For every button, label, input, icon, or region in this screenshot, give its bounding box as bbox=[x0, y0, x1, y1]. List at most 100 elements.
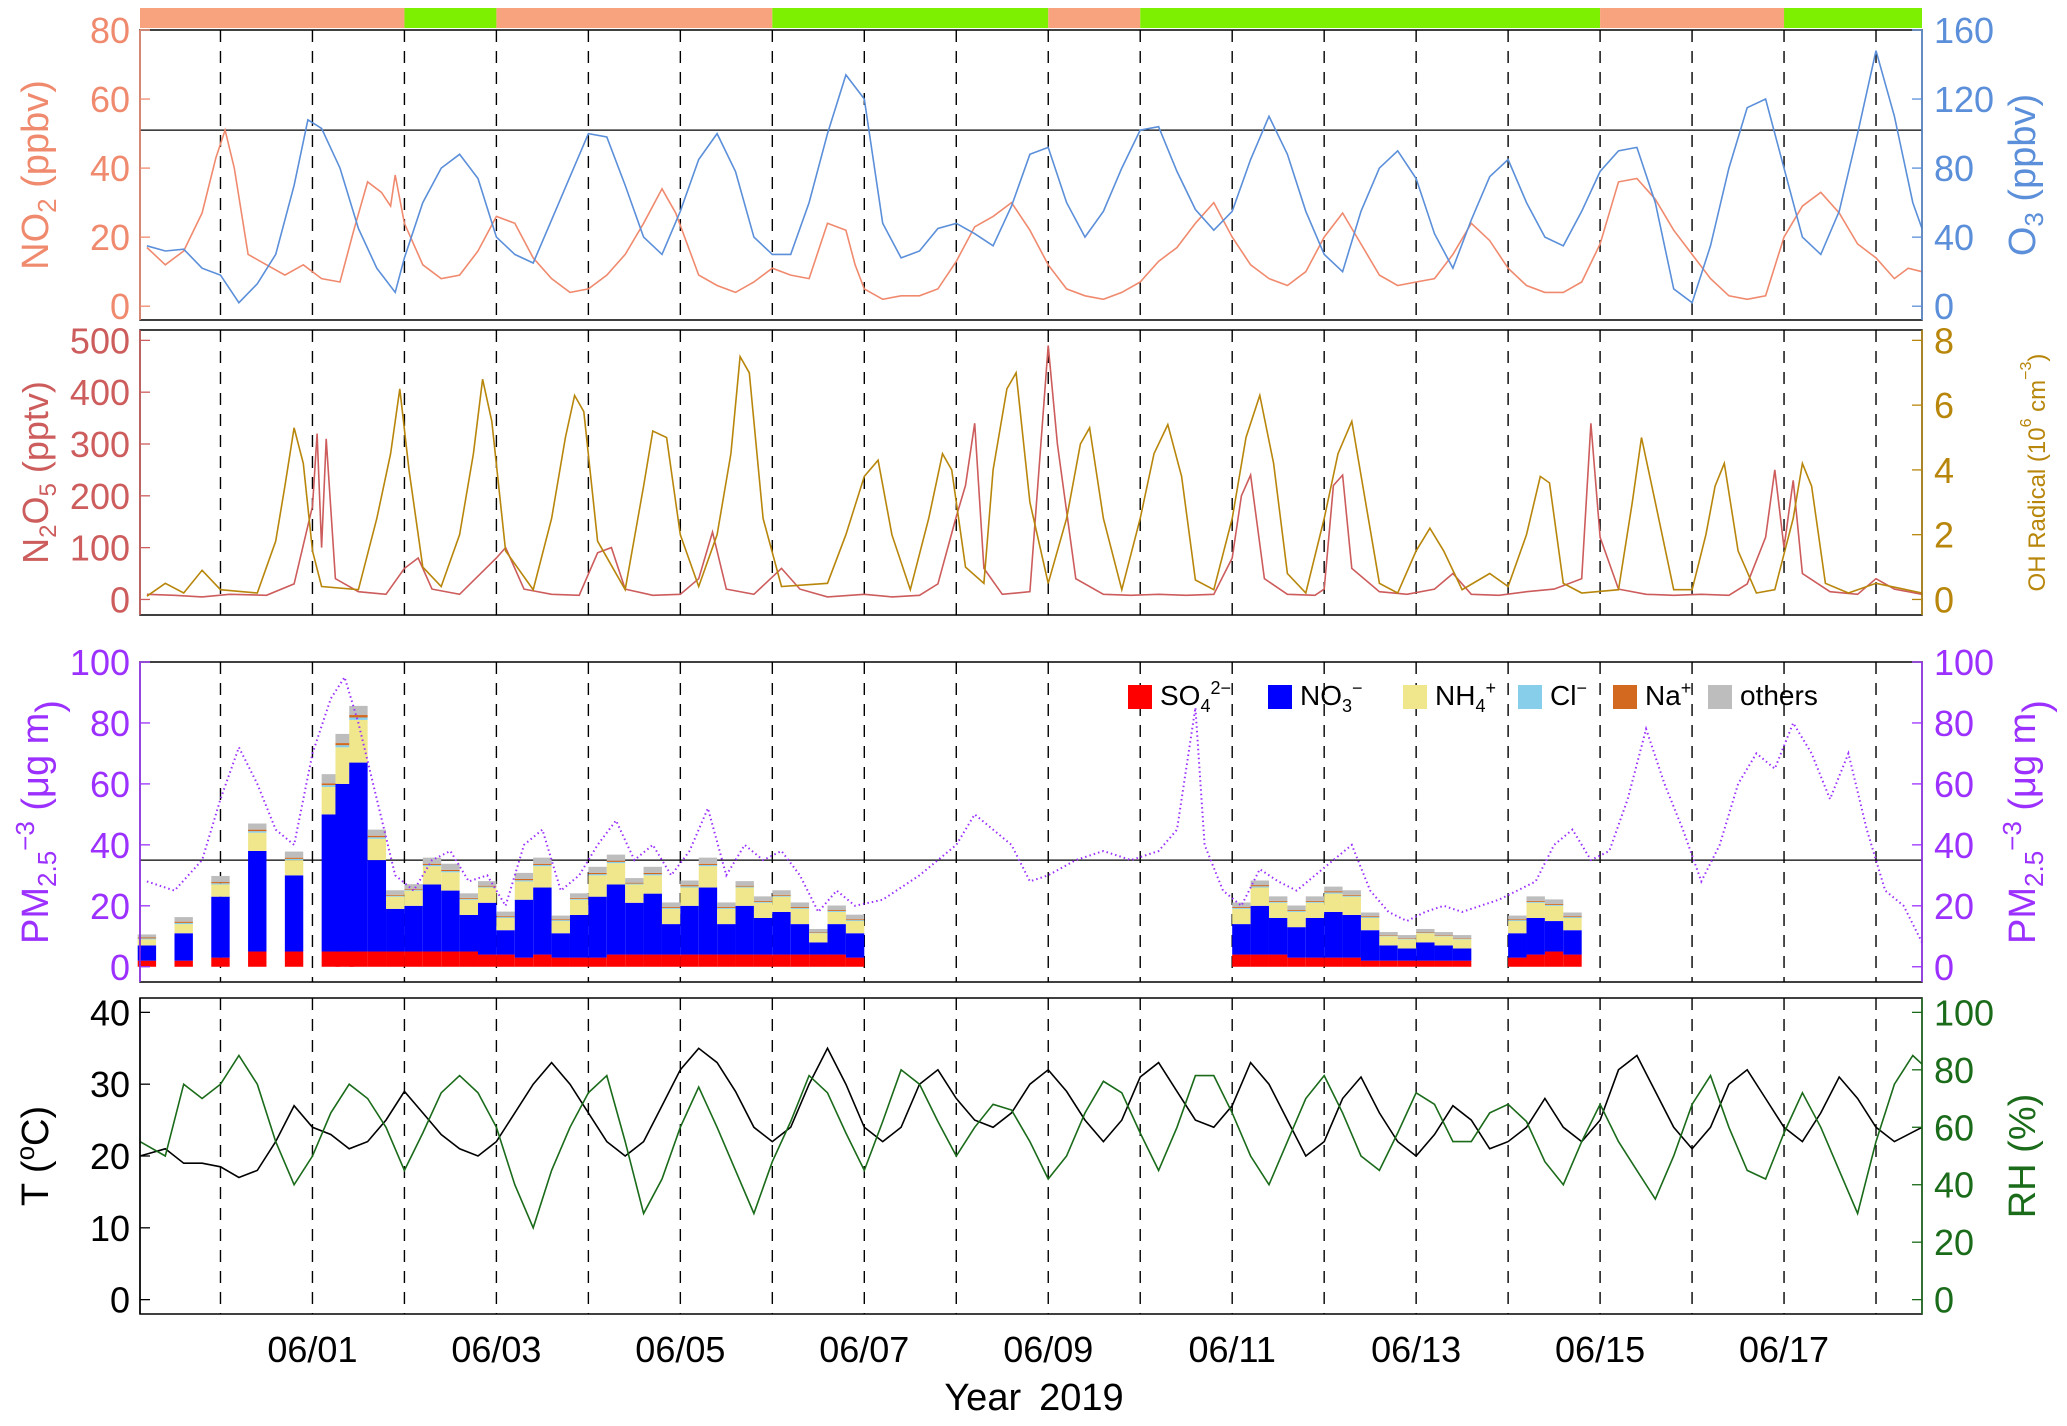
stacked-bar-segment bbox=[790, 907, 810, 908]
stacked-bar-segment bbox=[1526, 900, 1545, 902]
stacked-bar-segment bbox=[1526, 954, 1545, 967]
stacked-bar-segment bbox=[1508, 933, 1527, 958]
stacked-bar-segment bbox=[680, 905, 699, 955]
legend-layer: SO42− NO3− NH4+ Cl− Na+ others bbox=[1128, 678, 1818, 716]
stacked-bar-segment bbox=[1379, 935, 1398, 936]
stacked-bar-segment bbox=[496, 930, 515, 955]
stacked-bar-segment bbox=[625, 884, 644, 903]
stacked-bar-segment bbox=[643, 875, 662, 894]
stacked-bar-segment bbox=[496, 918, 515, 931]
stacked-bar-segment bbox=[1452, 939, 1472, 949]
right-tick-label: 20 bbox=[1934, 1222, 1974, 1263]
stacked-bar-segment bbox=[321, 786, 341, 815]
right-tick-label: 120 bbox=[1934, 79, 1994, 120]
stacked-bar-segment bbox=[284, 857, 304, 859]
stacked-bar-segment bbox=[698, 863, 718, 865]
stacked-bar-segment bbox=[367, 860, 387, 952]
right-tick-label: 80 bbox=[1934, 703, 1974, 744]
stacked-bar-segment bbox=[1526, 918, 1545, 955]
stacked-bar-segment bbox=[753, 902, 773, 918]
left-axis-title: PM2.5−3 (μg m) bbox=[10, 700, 71, 944]
stacked-bar-segment bbox=[1287, 911, 1306, 928]
stacked-bar-segment bbox=[680, 880, 699, 886]
x-tick-label: 06/07 bbox=[819, 1329, 909, 1370]
stacked-bar-segment bbox=[661, 924, 681, 955]
stacked-bar-segment bbox=[367, 838, 387, 861]
stacked-bar-segment bbox=[514, 957, 534, 967]
stacked-bar-segment bbox=[569, 914, 589, 958]
left-tick-label: 0 bbox=[110, 286, 130, 327]
stacked-bar-segment bbox=[569, 897, 589, 899]
stacked-bar-segment bbox=[1324, 911, 1343, 958]
stacked-bar-segment bbox=[174, 917, 193, 922]
stacked-bar-segment bbox=[137, 938, 157, 940]
series-line bbox=[146, 127, 1923, 301]
stacked-bar-segment bbox=[588, 875, 607, 897]
stacked-bar-segment bbox=[717, 924, 736, 955]
stacked-bar-segment bbox=[441, 872, 460, 891]
stacked-bar-segment bbox=[1416, 928, 1435, 933]
stacked-bar-segment bbox=[588, 896, 607, 958]
stacked-bar-segment bbox=[551, 919, 570, 921]
stacked-bar-segment bbox=[211, 875, 230, 883]
stacked-bar-segment bbox=[441, 863, 460, 870]
stacked-bar-segment bbox=[137, 939, 157, 946]
right-tick-label: 40 bbox=[1934, 1165, 1974, 1206]
stacked-bar-segment bbox=[625, 878, 644, 883]
stacked-bar-segment bbox=[698, 857, 718, 864]
stacked-bar-segment bbox=[625, 883, 644, 885]
stacked-bar-segment bbox=[643, 866, 662, 873]
stacked-bar-segment bbox=[1232, 954, 1251, 967]
left-axis-title: T (oC) bbox=[10, 1106, 57, 1206]
stacked-bar-segment bbox=[1324, 886, 1343, 892]
stacked-bar-segment bbox=[1379, 936, 1398, 946]
stacked-bar-segment bbox=[1544, 951, 1564, 967]
stacked-bar-segment bbox=[496, 917, 515, 918]
stacked-bar-segment bbox=[1268, 901, 1288, 903]
stacked-bar-segment bbox=[643, 954, 662, 967]
stacked-bar-segment bbox=[335, 745, 354, 748]
right-tick-label: 100 bbox=[1934, 992, 1994, 1033]
stacked-bar-segment bbox=[211, 957, 230, 967]
stacked-bar-segment bbox=[422, 951, 442, 967]
stacked-bar-segment bbox=[1397, 948, 1417, 961]
stacked-bar-segment bbox=[496, 911, 515, 917]
stacked-bar-segment bbox=[137, 945, 157, 961]
x-tick-label: 06/03 bbox=[451, 1329, 541, 1370]
stacked-bar-segment bbox=[753, 901, 773, 903]
top-bar-segment bbox=[404, 8, 497, 28]
stacked-bar-segment bbox=[569, 898, 589, 900]
stacked-bar-segment bbox=[248, 823, 267, 830]
stacked-bar-segment bbox=[1397, 960, 1417, 967]
stacked-bar-segment bbox=[772, 911, 791, 955]
stacked-bar-segment bbox=[386, 896, 405, 909]
stacked-bar-segment bbox=[422, 863, 442, 865]
stacked-bar-segment bbox=[478, 887, 497, 903]
stacked-bar-segment bbox=[174, 960, 193, 967]
stacked-bar-segment bbox=[790, 902, 810, 908]
stacked-bar-segment bbox=[386, 890, 405, 895]
stacked-bar-segment bbox=[321, 785, 341, 787]
left-tick-label: 30 bbox=[90, 1064, 130, 1105]
stacked-bar-segment bbox=[717, 907, 736, 908]
stacked-bar-segment bbox=[349, 715, 368, 718]
left-tick-label: 20 bbox=[90, 886, 130, 927]
stacked-bar-segment bbox=[386, 894, 405, 896]
stacked-bar-segment bbox=[772, 894, 791, 896]
stacked-bar-segment bbox=[1287, 957, 1306, 967]
left-tick-label: 40 bbox=[90, 825, 130, 866]
top-bar-segment bbox=[772, 8, 1049, 28]
stacked-bar-segment bbox=[698, 866, 718, 888]
stacked-bar-segment bbox=[790, 908, 810, 925]
stacked-bar-segment bbox=[1397, 935, 1417, 939]
stacked-bar-segment bbox=[753, 918, 773, 955]
stacked-bar-segment bbox=[137, 937, 157, 939]
stacked-bar-segment bbox=[248, 832, 267, 851]
stacked-bar-segment bbox=[1268, 918, 1288, 955]
series-line bbox=[146, 50, 1923, 305]
stacked-bar-segment bbox=[1563, 918, 1582, 931]
stacked-bar-segment bbox=[1305, 957, 1325, 967]
stacked-bar-segment bbox=[1452, 938, 1472, 940]
stacked-bar-segment bbox=[1250, 885, 1269, 887]
